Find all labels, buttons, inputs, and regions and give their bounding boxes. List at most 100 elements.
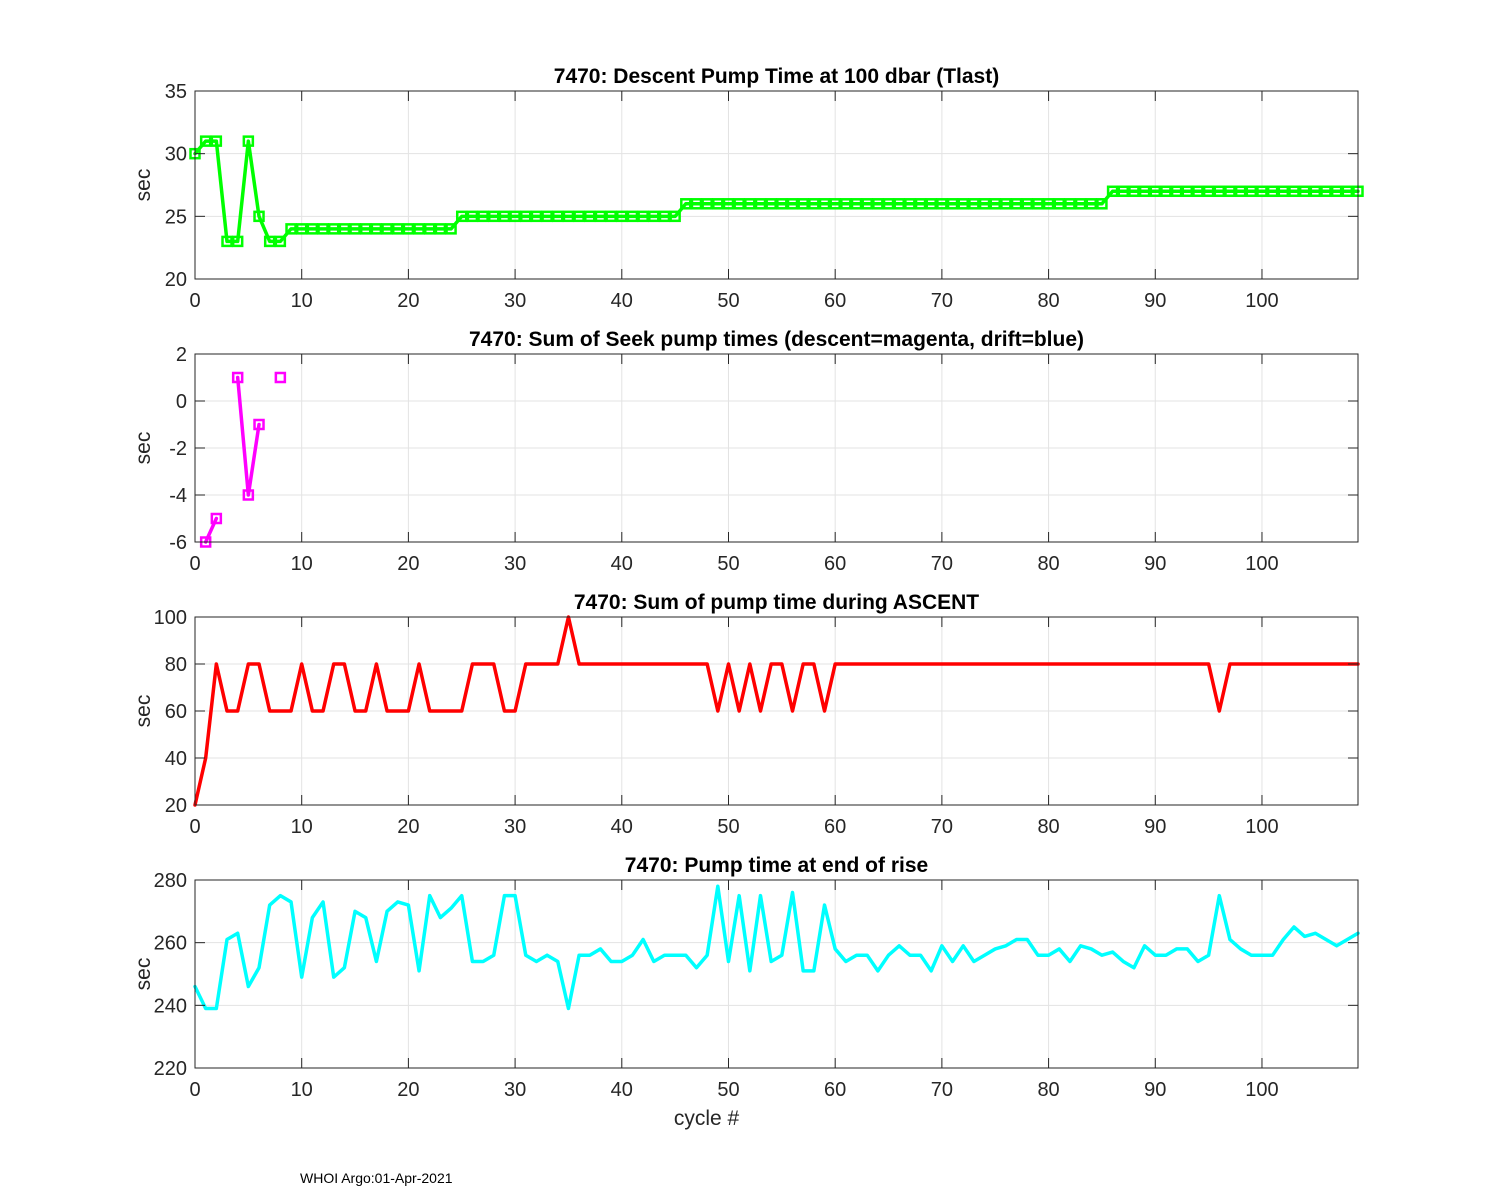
x-tick-label: 10 — [291, 553, 313, 575]
data-point — [210, 512, 223, 525]
data-point — [1053, 198, 1065, 210]
y-tick-label: -2 — [169, 438, 187, 460]
data-point — [498, 210, 511, 223]
data-point — [722, 198, 735, 210]
data-point — [840, 198, 852, 210]
data-point — [616, 210, 628, 223]
data-point — [594, 210, 607, 223]
x-tick-label: 100 — [1245, 816, 1278, 838]
data-point — [1277, 185, 1290, 198]
data-point — [317, 223, 329, 235]
axes-box — [194, 90, 1359, 280]
data-point — [455, 210, 468, 223]
data-point — [488, 210, 500, 223]
y-axis-label: sec — [132, 695, 155, 728]
data-point — [1117, 185, 1130, 198]
x-tick-label: 40 — [611, 290, 633, 312]
axes-box — [194, 879, 1359, 1069]
data-point — [776, 198, 788, 210]
data-point — [381, 223, 393, 235]
data-point — [445, 223, 457, 235]
data-point — [263, 235, 276, 248]
data-point — [349, 223, 361, 235]
data-point — [669, 210, 681, 223]
x-tick-label: 50 — [717, 290, 739, 312]
chart-1: 0 10 20 30 40 50 60 70 80 90 100 20 25 30 35 7470: Desc… — [132, 65, 1364, 312]
x-tick-label: 50 — [717, 1079, 739, 1101]
data-point — [1266, 185, 1279, 198]
data-point — [295, 223, 308, 235]
x-tick-label: 30 — [504, 290, 526, 312]
chart-title: 7470: Sum of Seek pump times (descent=ma… — [469, 328, 1084, 351]
data-point — [1330, 185, 1343, 198]
series-group — [199, 371, 287, 548]
x-tick-label: 0 — [189, 816, 200, 838]
x-tick-label: 30 — [504, 816, 526, 838]
series-line — [193, 884, 1360, 1011]
data-point — [530, 210, 543, 223]
data-point — [370, 223, 383, 235]
series-group — [189, 135, 1364, 248]
x-tick-label: 80 — [1037, 1079, 1059, 1101]
data-point — [754, 198, 767, 210]
y-tick-label: 60 — [165, 701, 187, 723]
y-tick-label: 260 — [154, 933, 187, 955]
x-tick-label: 0 — [189, 1079, 200, 1101]
data-point — [1213, 185, 1226, 198]
data-point — [936, 198, 948, 210]
data-point — [1021, 198, 1033, 210]
x-tick-label: 70 — [931, 816, 953, 838]
data-point — [1341, 185, 1354, 198]
data-point — [327, 223, 340, 235]
data-point — [914, 198, 927, 210]
x-tick-label: 20 — [397, 553, 419, 575]
data-point — [786, 198, 799, 210]
data-point — [306, 223, 319, 235]
data-point — [882, 198, 895, 210]
data-point — [829, 198, 841, 210]
data-point — [957, 198, 969, 210]
x-tick-label: 60 — [824, 290, 846, 312]
chart-title: 7470: Sum of pump time during ASCENT — [574, 591, 979, 614]
data-point — [733, 198, 745, 210]
data-point — [1000, 198, 1012, 210]
data-point — [253, 210, 265, 223]
data-point — [541, 210, 553, 223]
data-point — [1309, 185, 1322, 198]
data-point — [925, 198, 937, 210]
data-point — [861, 198, 873, 210]
data-point — [978, 198, 991, 210]
y-tick-label: 220 — [154, 1058, 187, 1080]
data-point — [765, 198, 777, 210]
data-point — [850, 198, 863, 210]
y-tick-label: 100 — [154, 607, 187, 629]
data-point — [626, 210, 639, 223]
x-tick-label: 30 — [504, 553, 526, 575]
data-point — [989, 198, 1001, 210]
data-point — [1181, 185, 1194, 198]
data-point — [648, 210, 660, 223]
data-point — [552, 210, 564, 223]
data-point — [946, 198, 959, 210]
data-point — [242, 489, 255, 501]
data-point — [893, 198, 905, 210]
x-tick-label: 50 — [717, 553, 739, 575]
data-point — [1096, 198, 1108, 210]
data-point — [808, 198, 820, 210]
data-point — [1298, 185, 1311, 198]
y-tick-label: 40 — [165, 748, 187, 770]
data-point — [904, 198, 916, 210]
data-point — [637, 210, 649, 223]
data-point — [1234, 185, 1247, 198]
series-line — [235, 375, 261, 497]
data-point — [1064, 198, 1076, 210]
x-axis-label: cycle # — [674, 1107, 740, 1130]
x-tick-label: 60 — [824, 1079, 846, 1101]
data-point — [253, 418, 265, 431]
x-tick-label: 10 — [291, 1079, 313, 1101]
y-tick-label: 2 — [176, 344, 187, 366]
data-point — [1032, 198, 1044, 210]
data-point — [712, 198, 724, 210]
data-point — [680, 198, 692, 210]
data-point — [1160, 185, 1172, 198]
